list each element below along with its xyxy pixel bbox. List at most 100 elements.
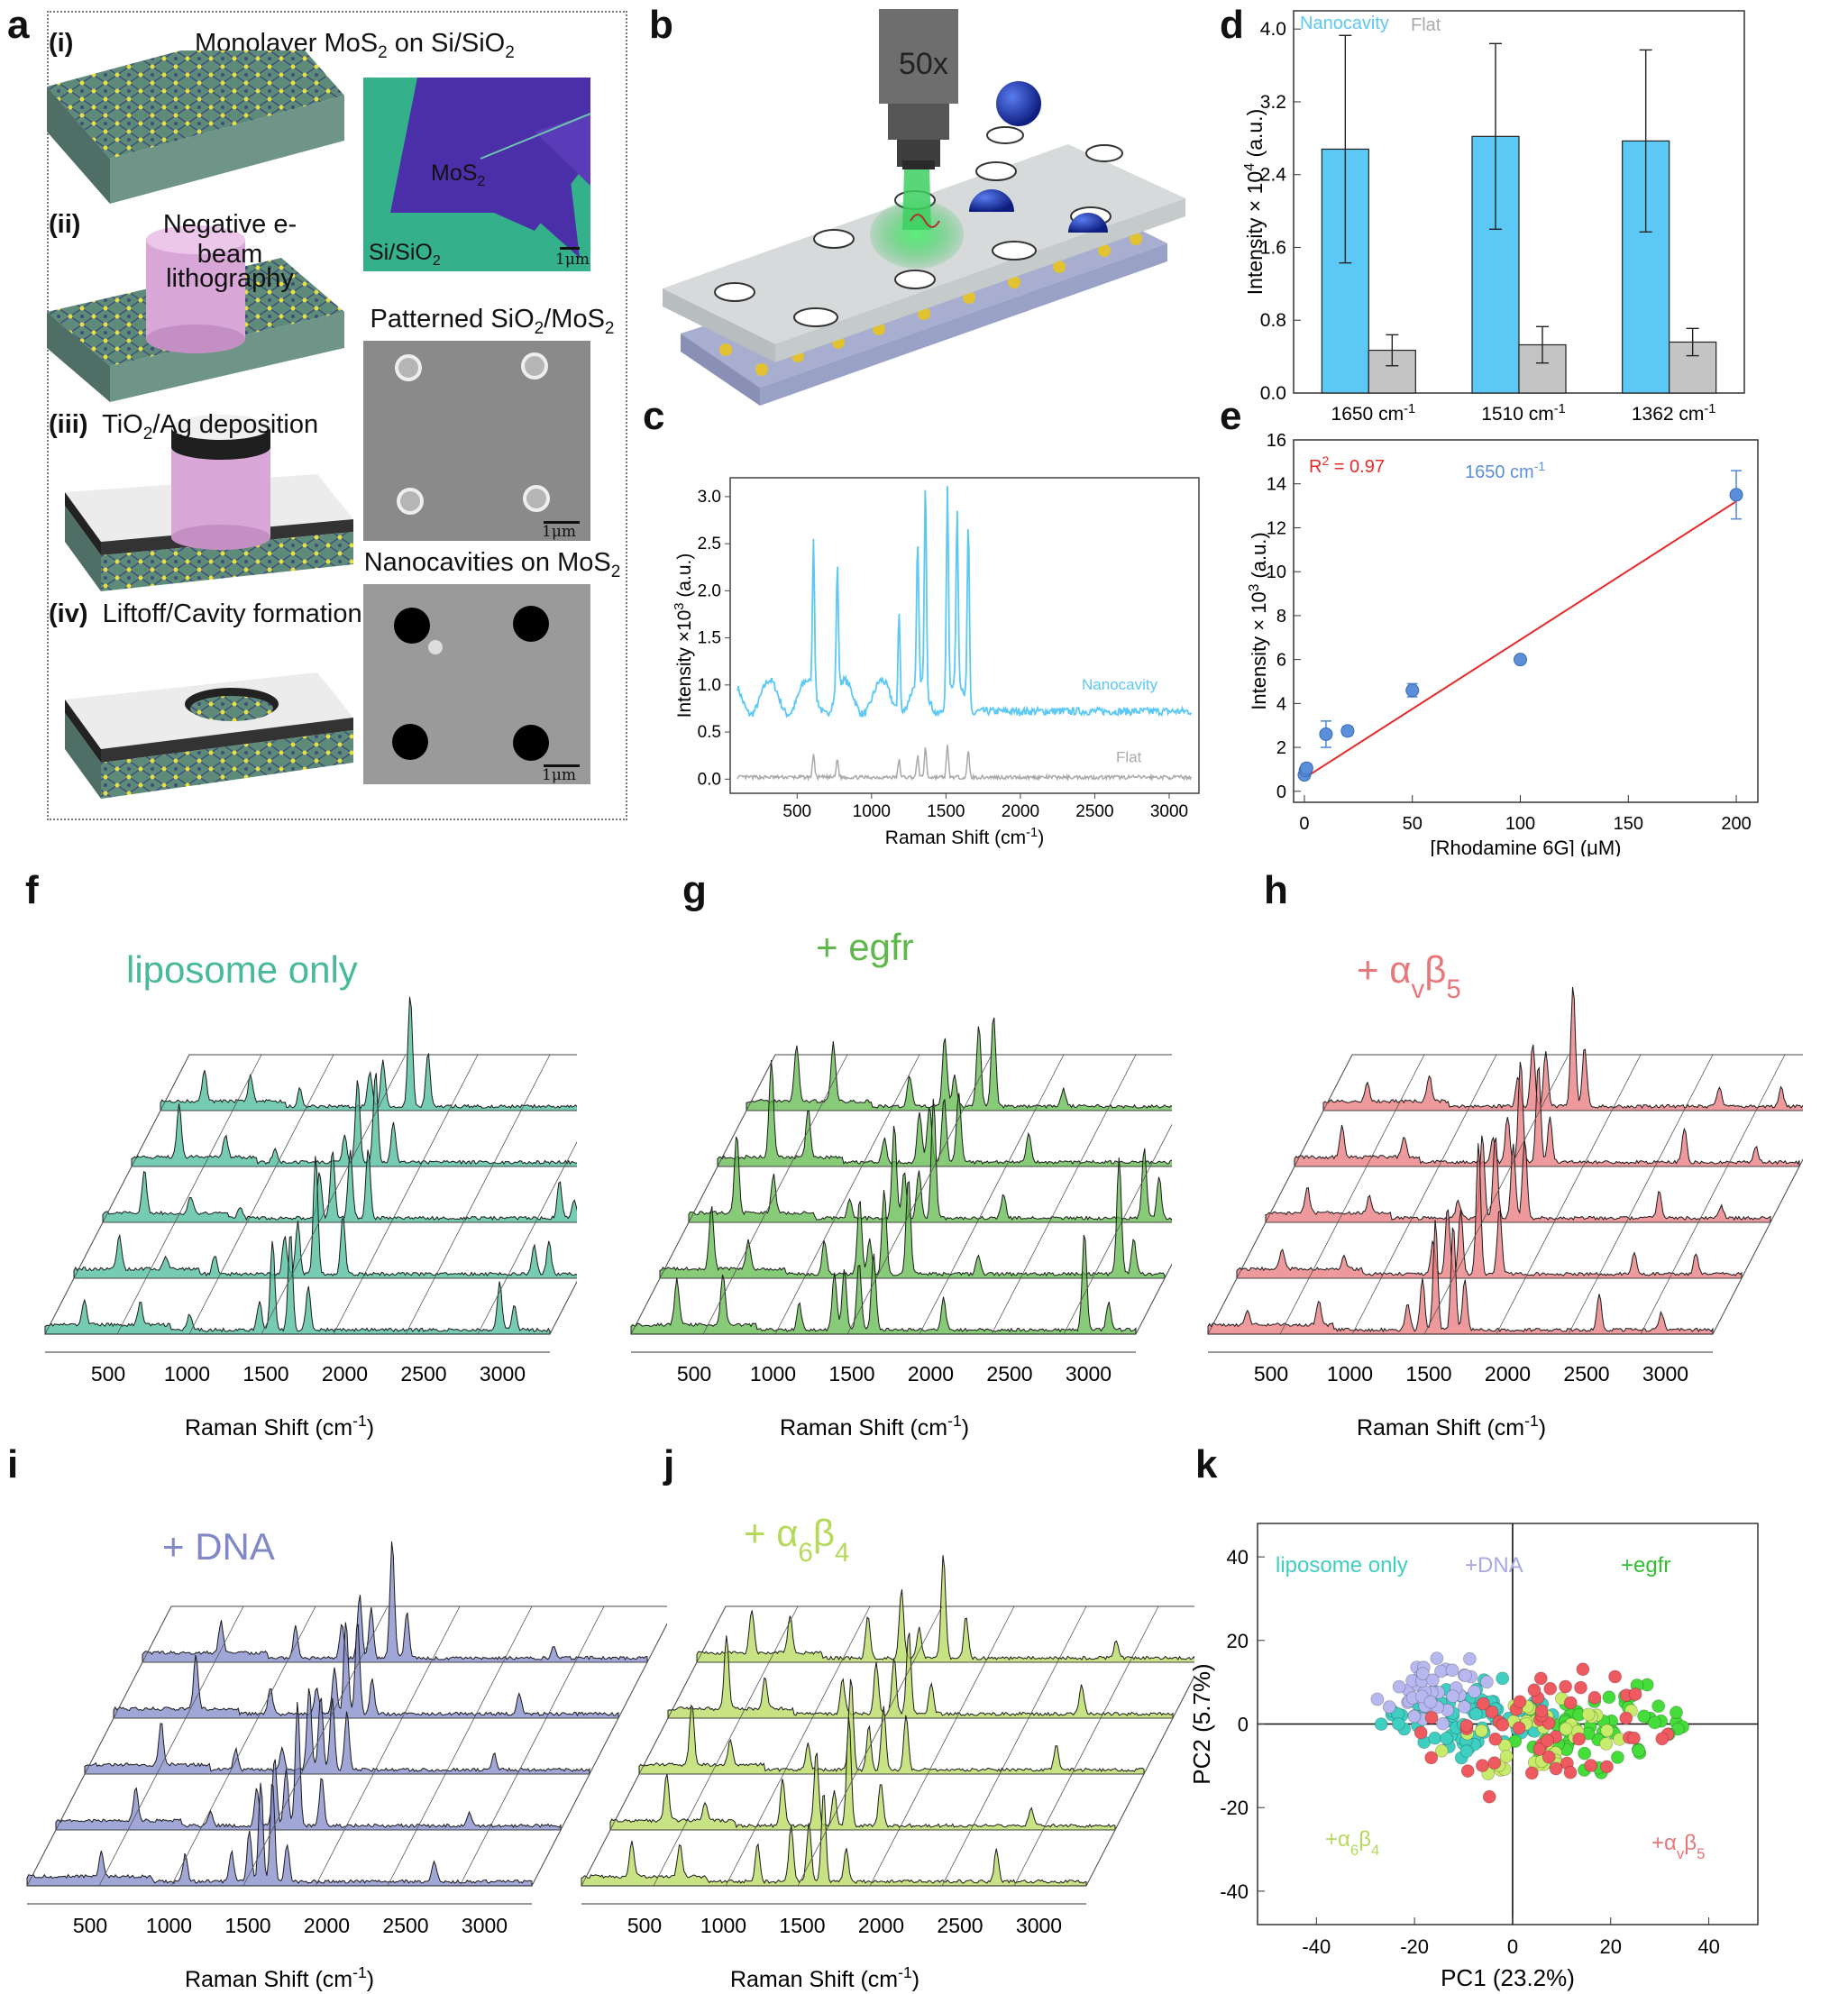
- pca-point: [1587, 1690, 1602, 1705]
- pca-point: [1619, 1711, 1633, 1725]
- pca-point: [1600, 1724, 1615, 1738]
- floor-gridline: [1640, 1054, 1786, 1335]
- floor-gridline: [387, 1605, 533, 1887]
- series-flat-label: Flat: [1116, 749, 1142, 766]
- spectrum-row-4: [142, 1541, 648, 1663]
- pca-point: [1549, 1761, 1563, 1776]
- floor-gridline: [1063, 1123, 1172, 1335]
- data-point: [1514, 653, 1528, 667]
- y-tick-label: 4: [1276, 694, 1286, 714]
- fabrication-schematics: [47, 50, 353, 799]
- y-tick-label: 14: [1267, 475, 1286, 495]
- step-1-number: (i): [49, 29, 74, 58]
- pca-point: [1459, 1669, 1472, 1683]
- x-axis-title: Raman Shift (cm-1): [185, 1963, 374, 1992]
- x-tick-label: 2000: [1002, 802, 1039, 821]
- y-tick-label: 0.0: [698, 770, 721, 789]
- pca-point: [1391, 1716, 1405, 1731]
- category-label-2: 1362 cm-1: [1632, 402, 1716, 424]
- micrograph-nanocavities-sem: 1μm: [363, 584, 590, 784]
- panel-a-frame: [47, 11, 627, 820]
- floor-gridline: [581, 1605, 727, 1887]
- chart-i-waterfall-dna: 500 1000 1500 2000 2500 3000 Raman Shift (cm-1…: [26, 1525, 667, 1992]
- r-squared-annotation: R2 = 0.97: [1309, 453, 1385, 477]
- y-tick-label: 16: [1267, 431, 1286, 451]
- pca-point: [1584, 1759, 1598, 1772]
- floor-gridline: [797, 1605, 943, 1887]
- bar-flat-0: [1368, 349, 1416, 394]
- micrograph-2-title: Patterned SiO2/MoS2: [370, 305, 615, 338]
- x-tick-label: 3000: [1016, 1914, 1062, 1937]
- floor-gridline: [1351, 1054, 1497, 1335]
- y-tick-label: -20: [1220, 1797, 1249, 1819]
- pca-point: [1430, 1651, 1444, 1666]
- floor-gridline: [1279, 1054, 1425, 1335]
- pca-point: [1424, 1710, 1439, 1724]
- y-axis-title: Intensity ×103 (a.u.): [672, 553, 695, 718]
- floor-gridline: [991, 1054, 1137, 1335]
- spectrum-row-3: [667, 1633, 1174, 1719]
- spectrum-row-4: [746, 1017, 1172, 1111]
- y-axis-title: PC2 (5.7%): [1190, 1663, 1215, 1784]
- floor-gridline: [846, 1054, 993, 1335]
- floor-gridline: [919, 1054, 1065, 1335]
- floor-gridline: [1013, 1605, 1159, 1887]
- x-tick-label: 2500: [937, 1914, 983, 1937]
- floor-gridline: [170, 1605, 316, 1887]
- schematic-liftoff: [65, 672, 353, 799]
- floor-gridline: [459, 1605, 605, 1887]
- spectrum-row-0: [44, 1235, 551, 1335]
- chart-c-raman-spectra: 500 1000 1500 2000 2500 3000 0.0 0.5 1.0 1.5 2.0 2.…: [672, 477, 1200, 848]
- micrograph-3-title: Nanocavities on MoS2: [363, 548, 621, 581]
- scale-bar-1: [560, 247, 580, 250]
- x-tick-label: 100: [1505, 814, 1535, 834]
- y-tick-label: 0: [1276, 782, 1286, 802]
- pca-point: [1532, 1742, 1547, 1756]
- series-nanocavity-label: Nanocavity: [1082, 676, 1158, 693]
- y-axis-title: Intensity × 104 (a.u.): [1244, 109, 1267, 295]
- category-label-1: 1510 cm-1: [1481, 402, 1566, 424]
- data-point: [1405, 683, 1420, 698]
- pca-point: [1374, 1717, 1388, 1732]
- waterfall-title: + DNA: [162, 1525, 275, 1568]
- x-tick-label: 1500: [779, 1914, 825, 1937]
- y-tick-label: 3.2: [1260, 92, 1286, 113]
- spectrum-row-1: [609, 1717, 1116, 1831]
- spectrum-row-3: [717, 1059, 1172, 1167]
- floor-gridline: [188, 1054, 334, 1335]
- panel-label-i: i: [7, 1442, 19, 1486]
- pca-point: [1423, 1695, 1438, 1709]
- x-axis-title: Raman Shift (cm-1): [885, 826, 1044, 848]
- pca-point: [1496, 1671, 1510, 1686]
- floor-gridline: [261, 1054, 407, 1335]
- spectrum-row-4: [696, 1555, 1194, 1663]
- schematic-lithography: [47, 225, 344, 402]
- pca-point: [1392, 1679, 1406, 1694]
- pca-point: [1542, 1750, 1556, 1764]
- x-tick-label: 2000: [858, 1914, 904, 1937]
- pca-point: [1559, 1722, 1573, 1736]
- y-tick-label: 10: [1267, 563, 1286, 582]
- pca-point: [1563, 1696, 1578, 1710]
- panel-label-b: b: [649, 3, 673, 47]
- pca-point: [1468, 1706, 1483, 1721]
- floor-gridline: [549, 1281, 577, 1335]
- category-label-0: 1650 cm-1: [1331, 402, 1416, 424]
- y-tick-label: 20: [1227, 1630, 1249, 1652]
- floor-gridline: [941, 1605, 1087, 1887]
- plot-frame: [1293, 439, 1759, 803]
- legend-1650: 1650 cm-1: [1465, 459, 1545, 482]
- label-dna: +DNA: [1465, 1553, 1523, 1578]
- x-tick-label: 500: [1254, 1362, 1288, 1386]
- x-tick-label: 1000: [700, 1914, 746, 1937]
- floor-gridline: [44, 1054, 190, 1335]
- y-tick-label: 0.0: [1260, 383, 1286, 404]
- legend-flat: Flat: [1411, 15, 1441, 35]
- label-liposome-only: liposome only: [1276, 1553, 1408, 1578]
- x-tick-label: 200: [1721, 814, 1751, 834]
- x-tick-label: -40: [1302, 1935, 1331, 1958]
- scale-text-2: 1μm: [542, 523, 576, 541]
- x-tick-label: 2500: [400, 1362, 446, 1386]
- x-tick-label: 2500: [1563, 1362, 1609, 1386]
- scale-bar-3: [544, 764, 580, 767]
